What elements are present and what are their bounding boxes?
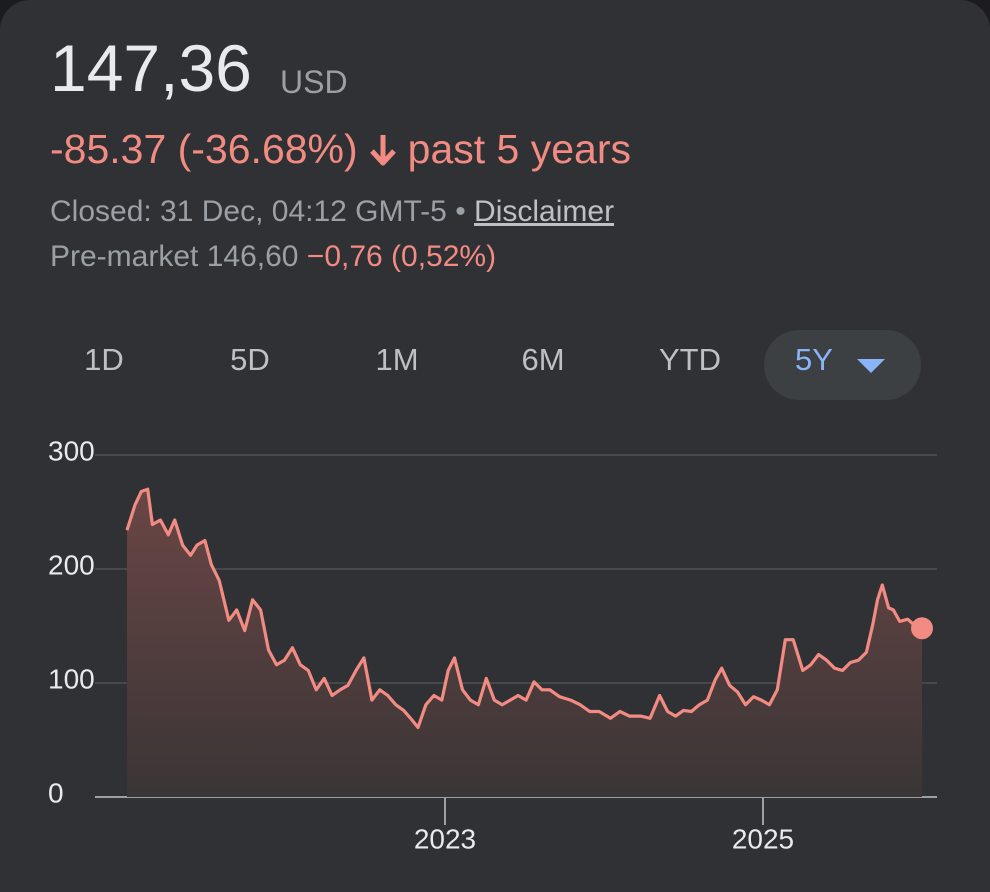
range-tab[interactable]: YTD xyxy=(659,342,721,377)
status-row: Closed: 31 Dec, 04:12 GMT-5 • Disclaimer xyxy=(50,195,614,229)
status: Closed: 31 Dec, 04:12 GMT-5 • xyxy=(50,195,466,228)
y-tick-label: 0 xyxy=(48,777,64,808)
premarket-row: Pre-market 146,60 −0,76 (0,52%) xyxy=(50,240,496,274)
dropdown-icon[interactable] xyxy=(856,358,886,374)
range-tab[interactable]: 1M xyxy=(375,342,419,377)
area xyxy=(127,489,922,797)
selected-tab-pill[interactable] xyxy=(764,330,921,400)
end-dot xyxy=(911,617,933,640)
range-tab[interactable]: 6M xyxy=(521,342,565,377)
change: -85.37 (-36.68%) xyxy=(50,126,358,172)
disclaimer-link[interactable]: Disclaimer xyxy=(474,195,615,228)
y-tick-label: 100 xyxy=(48,663,95,694)
currency: USD xyxy=(280,64,348,100)
y-tick-label: 200 xyxy=(48,549,95,580)
premarket: Pre-market 146,60 xyxy=(50,240,299,273)
price: 147,36 xyxy=(50,31,252,105)
period: past 5 years xyxy=(407,126,632,172)
range-tab[interactable]: 1D xyxy=(84,342,124,377)
change-row: -85.37 (-36.68%) past 5 years xyxy=(50,126,631,173)
y-tick-label: 300 xyxy=(48,435,95,466)
x-tick-label: 2025 xyxy=(732,823,794,854)
down-arrow xyxy=(369,134,396,165)
x-tick-label: 2023 xyxy=(414,823,476,854)
range-tab[interactable]: 5Y xyxy=(795,342,833,377)
premarket-change: −0,76 (0,52%) xyxy=(306,240,497,273)
price-line xyxy=(125,487,923,730)
range-tab[interactable]: 5D xyxy=(230,342,270,377)
